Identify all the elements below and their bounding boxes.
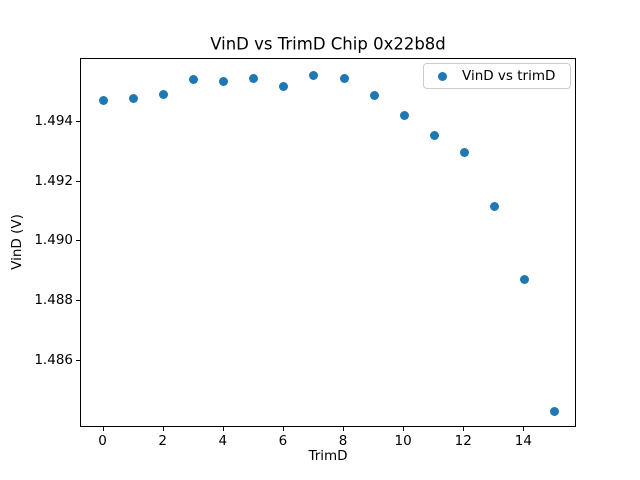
x-tick-mark: [403, 427, 405, 431]
data-point: [519, 274, 529, 284]
x-tick-label: 4: [218, 433, 228, 449]
x-tick-mark: [282, 427, 284, 431]
y-tick-mark: [76, 120, 80, 122]
y-tick-mark: [76, 360, 80, 362]
y-tick-label: 1.490: [34, 232, 73, 249]
x-tick-label: 12: [454, 433, 472, 449]
y-tick-label: 1.494: [34, 112, 73, 129]
x-tick-mark: [102, 427, 104, 431]
y-tick-mark: [76, 180, 80, 182]
x-tick-mark: [523, 427, 525, 431]
x-tick-mark: [162, 427, 164, 431]
plot-area: VinD vs trimD: [80, 58, 576, 427]
x-tick-label: 10: [394, 433, 412, 449]
data-point: [429, 131, 439, 141]
chart-title: VinD vs TrimD Chip 0x22b8d: [210, 34, 446, 54]
x-tick-mark: [463, 427, 465, 431]
data-point: [159, 90, 169, 100]
data-point: [219, 77, 229, 87]
data-point: [369, 91, 379, 101]
x-tick-mark: [343, 427, 345, 431]
data-point: [189, 74, 199, 84]
x-tick-label: 14: [514, 433, 532, 449]
y-axis-label: VinD (V): [9, 214, 25, 270]
data-point: [99, 96, 109, 106]
data-point: [459, 147, 469, 157]
legend-marker-icon: [438, 71, 447, 81]
data-point: [309, 71, 319, 81]
y-tick-mark: [76, 240, 80, 242]
data-point: [249, 73, 259, 83]
data-point: [339, 74, 349, 84]
x-tick-label: 6: [278, 433, 288, 449]
y-tick-label: 1.488: [34, 292, 73, 309]
legend: VinD vs trimD: [423, 63, 571, 89]
data-point: [279, 82, 289, 92]
y-tick-label: 1.486: [34, 352, 73, 369]
data-point: [399, 111, 409, 121]
x-tick-label: 2: [158, 433, 167, 449]
y-tick-mark: [76, 300, 80, 302]
data-point: [549, 406, 559, 416]
x-tick-label: 8: [338, 433, 348, 449]
data-point: [489, 202, 499, 212]
x-tick-label: 0: [98, 433, 107, 449]
legend-label: VinD vs trimD: [462, 68, 556, 84]
y-tick-label: 1.492: [34, 172, 73, 189]
x-tick-mark: [222, 427, 224, 431]
data-point: [129, 93, 139, 103]
x-axis-label: TrimD: [308, 448, 348, 464]
